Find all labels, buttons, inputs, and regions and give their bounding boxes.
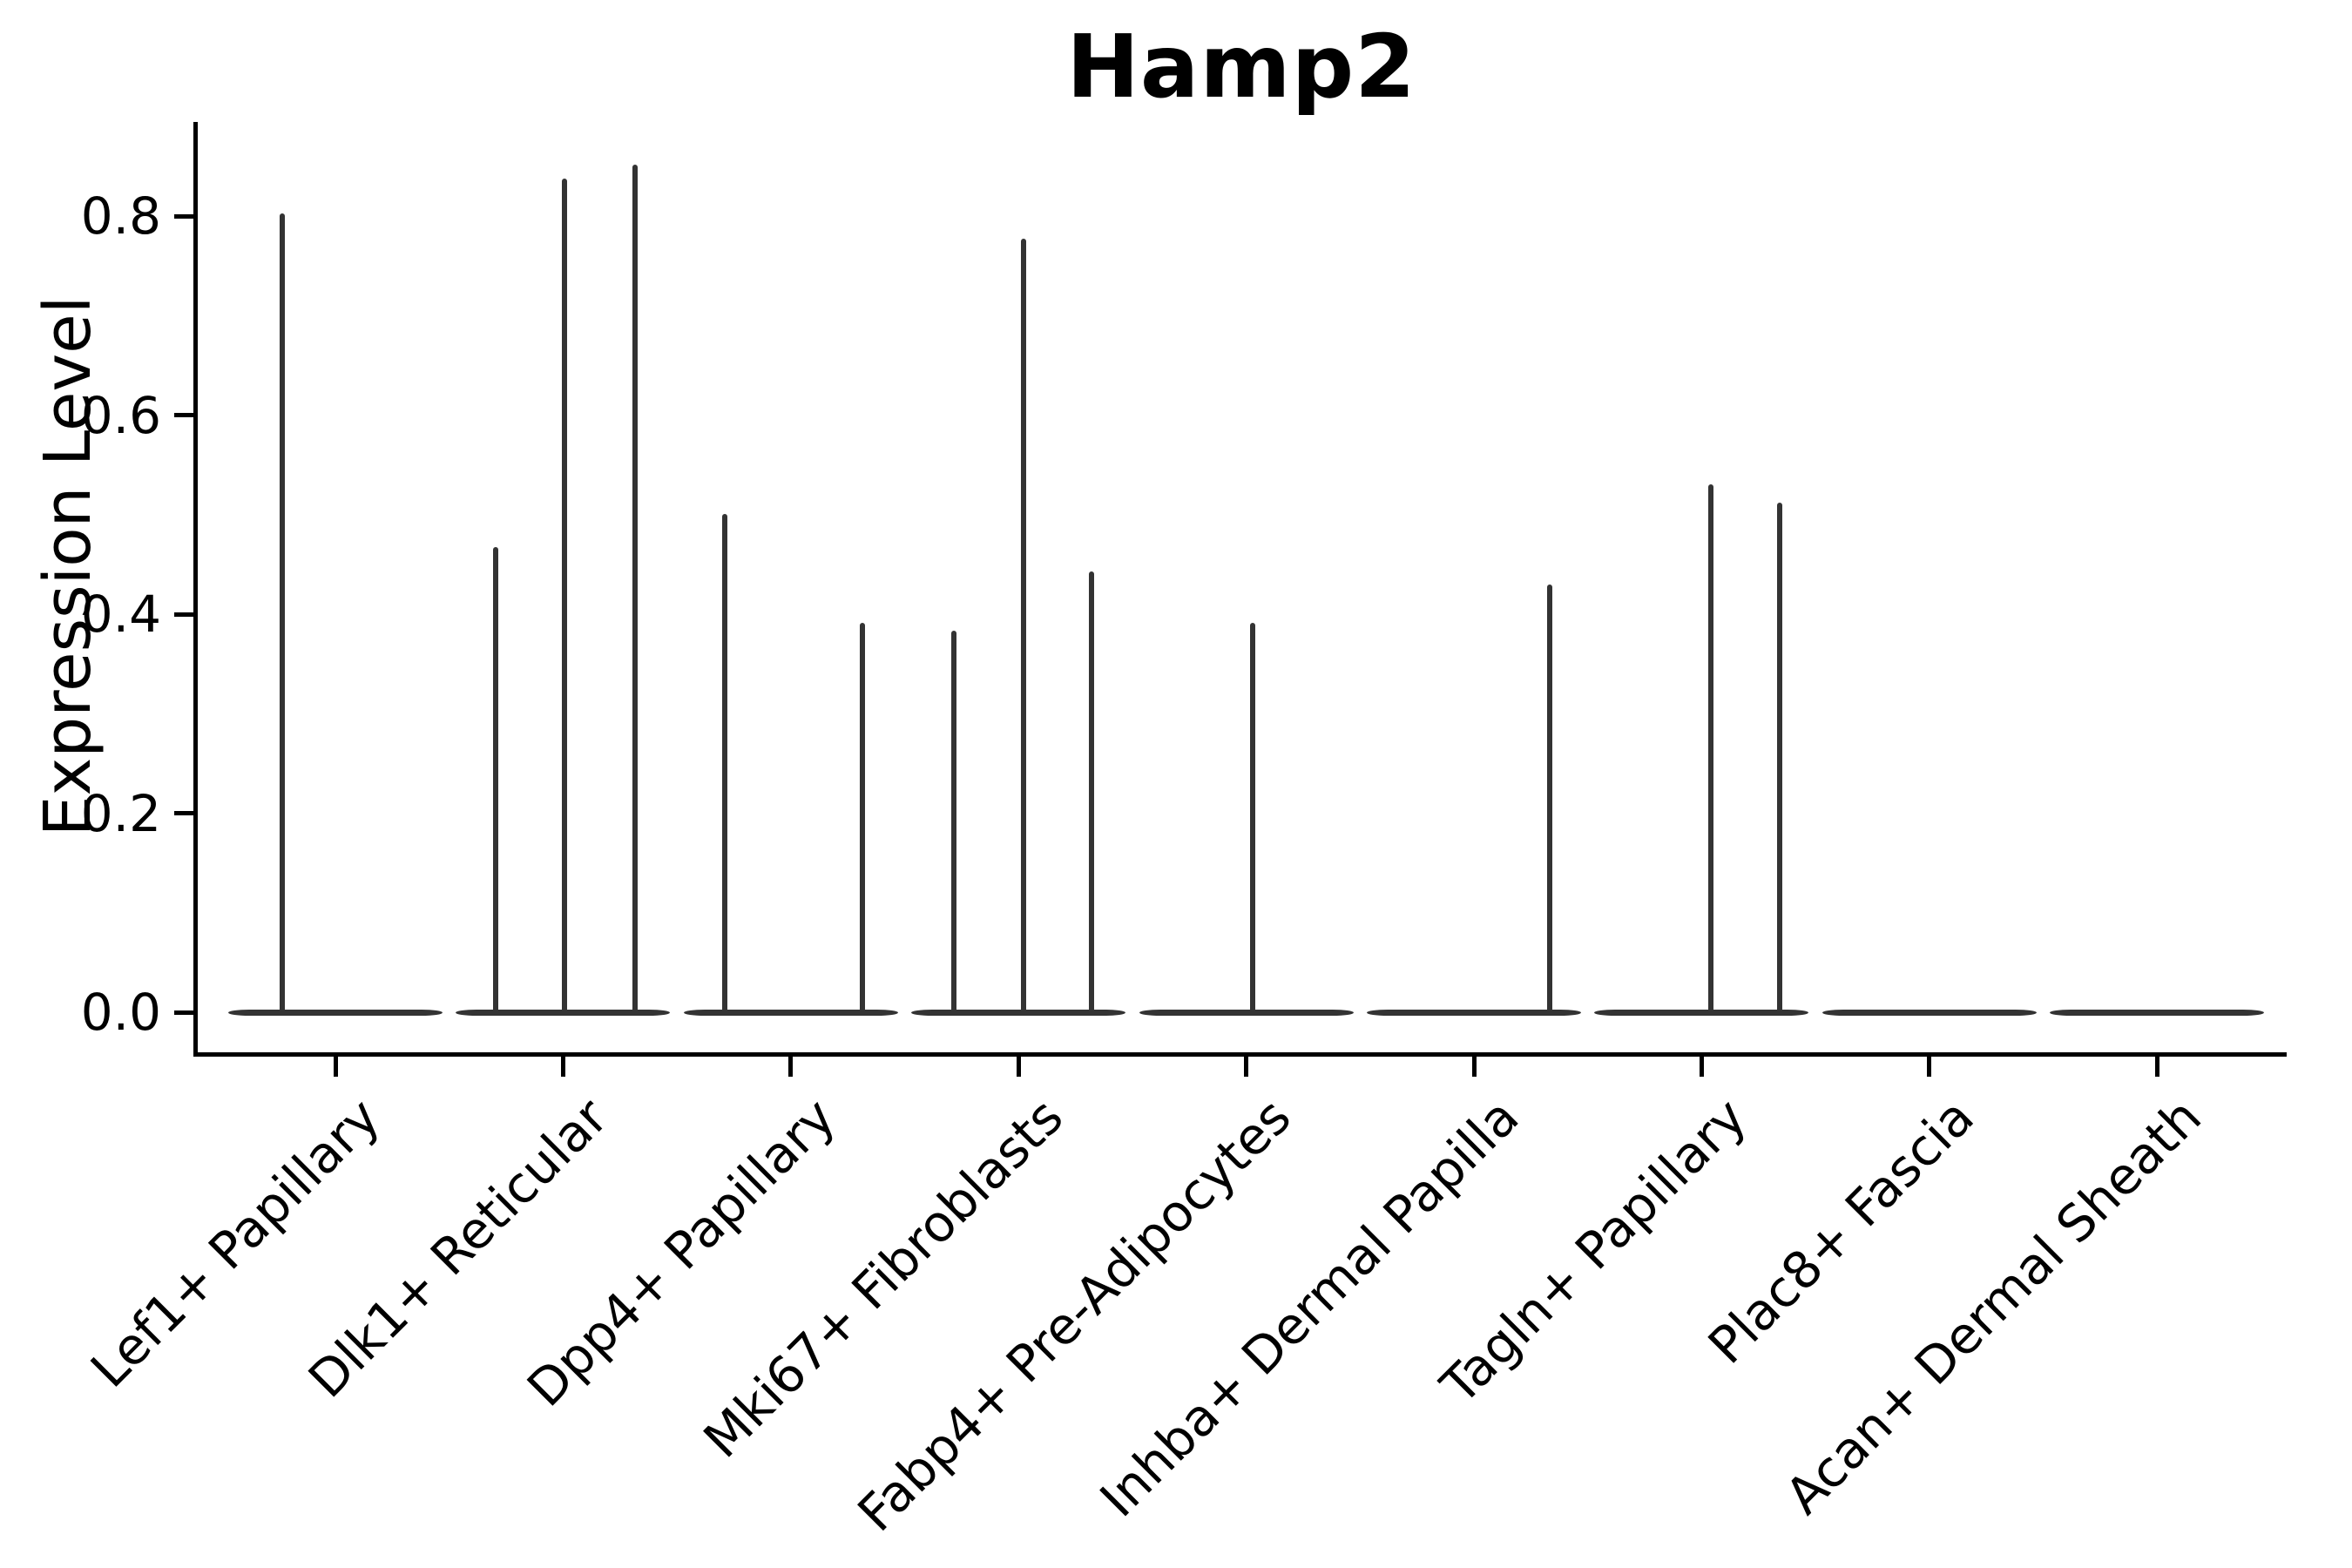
violin-spike <box>280 213 285 1014</box>
violin-spike <box>951 631 957 1014</box>
plot-title: Hamp2 <box>1066 16 1416 118</box>
x-tick-mark <box>788 1054 794 1077</box>
x-tick-mark <box>1471 1054 1477 1077</box>
violin-baseline <box>1139 1009 1354 1016</box>
x-tick-label: Fabp4+ Pre-Adipocytes <box>846 1086 1302 1543</box>
violin-baseline <box>228 1009 443 1016</box>
violin-baseline <box>683 1009 898 1016</box>
y-tick-label: 0.6 <box>80 385 161 445</box>
x-tick-label: Acan+ Dermal Sheath <box>1774 1086 2213 1526</box>
y-tick-label: 0.2 <box>80 783 161 843</box>
y-tick-label: 0.4 <box>80 585 161 644</box>
x-tick-label: Inhba+ Dermal Papilla <box>1088 1086 1530 1529</box>
y-tick-mark <box>174 811 196 815</box>
violin-baseline <box>1821 1009 2037 1016</box>
violin-spike <box>1708 484 1714 1014</box>
violin-baseline <box>1367 1009 1581 1016</box>
x-axis-spine <box>193 1052 2287 1057</box>
violin-baseline <box>1594 1009 1809 1016</box>
x-tick-mark <box>560 1054 565 1077</box>
violin-spike <box>493 547 499 1014</box>
x-tick-mark <box>2154 1054 2159 1077</box>
y-tick-label: 0.0 <box>80 983 161 1042</box>
violin-spike <box>1547 584 1552 1014</box>
violin-spike <box>632 164 639 1014</box>
y-tick-mark <box>174 413 196 417</box>
violin-spike <box>1089 571 1095 1014</box>
x-tick-mark <box>333 1054 338 1077</box>
violin-spike <box>1249 623 1255 1014</box>
violin-spike <box>721 513 727 1014</box>
y-tick-label: 0.8 <box>80 186 161 246</box>
violin-baseline <box>2050 1009 2265 1016</box>
x-tick-mark <box>1699 1054 1704 1077</box>
violin-baseline <box>911 1009 1126 1016</box>
y-axis-spine <box>193 122 198 1057</box>
violin-spike <box>1021 239 1027 1014</box>
violin-spike <box>1777 503 1783 1014</box>
y-tick-mark <box>174 612 196 617</box>
violin-spike <box>562 178 568 1014</box>
x-tick-mark <box>1016 1054 1021 1077</box>
y-axis-label: Expression Level <box>30 295 105 837</box>
x-tick-mark <box>1244 1054 1249 1077</box>
y-tick-mark <box>174 1010 196 1015</box>
violin-spike <box>859 623 865 1014</box>
x-tick-mark <box>1927 1054 1932 1077</box>
y-tick-mark <box>174 213 196 219</box>
